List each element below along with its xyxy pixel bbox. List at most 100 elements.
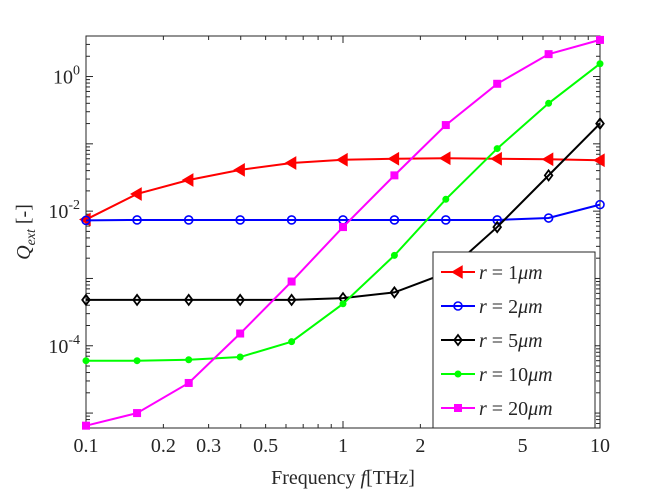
series-4 (82, 60, 604, 365)
data-point (184, 378, 193, 387)
legend-label-unit: μm (527, 364, 552, 386)
data-point (543, 168, 554, 182)
data-point (595, 199, 605, 210)
y-tick-label: 10-4 (48, 333, 80, 358)
data-point (233, 163, 245, 177)
data-point (441, 121, 450, 130)
data-point (453, 301, 463, 311)
data-point (339, 300, 347, 308)
y-tick-label-exponent: 0 (73, 64, 80, 79)
data-point (82, 421, 90, 430)
x-tick-label: 0.5 (253, 435, 278, 457)
y-tick-label-base: 10 (48, 336, 68, 358)
data-point (82, 357, 90, 365)
data-point (451, 265, 463, 279)
legend-label: r = 5μm (479, 330, 543, 352)
x-tick-label: 0.3 (196, 435, 221, 457)
series-line (86, 122, 601, 301)
data-point (453, 333, 463, 347)
data-point (438, 151, 451, 166)
x-tick-label: 5 (518, 435, 528, 457)
legend-label-value: = 10 (487, 364, 528, 386)
data-point (454, 404, 462, 412)
y-tick-label: 10-2 (48, 198, 80, 223)
legend-item: r = 20μm (441, 398, 553, 420)
data-point (132, 215, 142, 225)
data-point (389, 215, 400, 225)
data-point (286, 293, 297, 307)
data-point (390, 171, 399, 180)
y-tick-label-exponent: -4 (68, 333, 80, 348)
data-point (493, 145, 501, 153)
data-point (130, 187, 142, 201)
x-tick-label: 1 (338, 435, 348, 457)
y-axis-label-subscript: ext (24, 228, 39, 245)
data-point (284, 156, 297, 170)
data-point (288, 338, 296, 346)
data-point (81, 293, 91, 307)
data-point (183, 293, 194, 307)
legend-label-var: r (479, 296, 487, 318)
data-point (492, 215, 502, 225)
data-point (596, 35, 604, 44)
legend-label-var: r (479, 262, 487, 284)
data-point (543, 213, 554, 223)
data-point (442, 195, 450, 203)
data-point (441, 215, 451, 225)
data-point (595, 117, 605, 131)
data-point (133, 357, 141, 365)
legend-label-var: r (479, 330, 487, 352)
data-point (181, 173, 194, 187)
x-tick-label: 0.1 (74, 435, 99, 457)
legend-label: r = 10μm (479, 364, 553, 386)
series-3 (81, 117, 605, 307)
data-point (493, 79, 502, 88)
y-tick-label-base: 10 (48, 201, 68, 223)
legend-item: r = 5μm (441, 330, 543, 352)
x-tick-label: 10 (590, 435, 610, 457)
legend-label: r = 2μm (479, 296, 543, 318)
series-line (85, 203, 601, 222)
data-point (286, 215, 297, 225)
legend-label-unit: μm (517, 262, 542, 284)
x-axis-label-unit: [THz] (366, 467, 415, 489)
legend-label-value: = 2 (487, 296, 518, 318)
series-5 (82, 35, 604, 430)
legend-item: r = 10μm (441, 364, 553, 386)
series-2 (81, 199, 605, 226)
data-point (545, 99, 553, 107)
data-point (336, 152, 348, 167)
legend-item: r = 1μm (441, 262, 543, 284)
x-tick-label: 2 (415, 435, 425, 457)
data-point (235, 293, 246, 307)
y-axis-label-symbol: Q (13, 245, 35, 260)
legend-label: r = 1μm (479, 262, 543, 284)
legend-label-value: = 1 (487, 262, 518, 284)
legend-label-unit: μm (527, 398, 552, 420)
x-axis-label: Frequency f[THz] (271, 467, 415, 489)
data-point (81, 215, 91, 226)
data-point (593, 153, 605, 168)
data-point (389, 285, 400, 299)
data-point (339, 223, 347, 232)
data-point (390, 251, 398, 259)
data-point (185, 356, 193, 364)
series-1 (79, 151, 605, 227)
y-axis-label-unit: [-] (13, 204, 35, 229)
data-point (287, 277, 296, 286)
legend-label-unit: μm (517, 330, 542, 352)
data-point (133, 409, 142, 418)
y-tick-label-base: 10 (53, 67, 73, 89)
data-point (132, 293, 142, 307)
legend-label-unit: μm (517, 296, 542, 318)
data-point (235, 215, 245, 225)
data-point (236, 329, 245, 338)
data-point (596, 60, 604, 68)
legend-label-var: r (479, 364, 487, 386)
y-axis-label: Qext [-] (13, 204, 39, 260)
x-axis-label-symbol: f (361, 467, 369, 489)
